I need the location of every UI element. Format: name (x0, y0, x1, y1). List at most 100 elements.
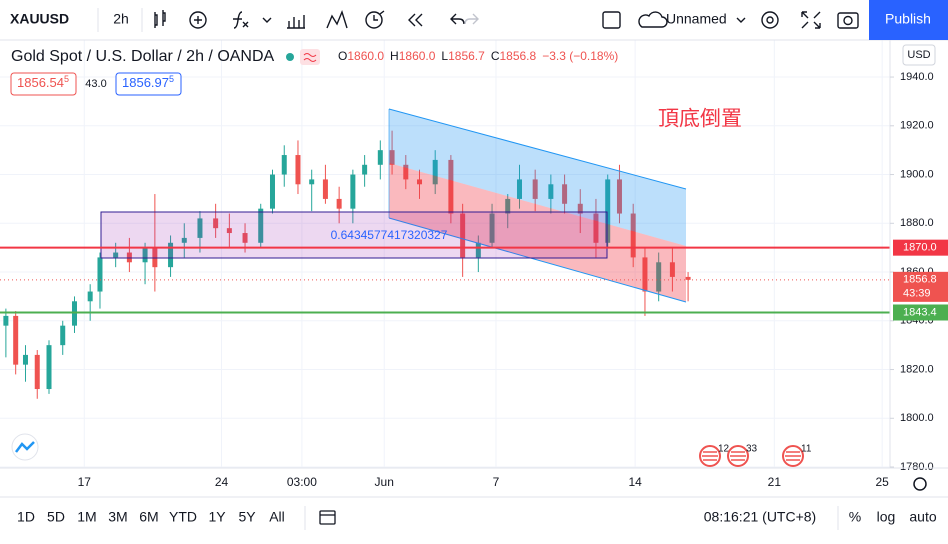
ohlc-key: L (441, 49, 448, 63)
channel-upper-fill (389, 109, 686, 246)
dropdown[interactable] (262, 17, 272, 23)
range-button[interactable]: All (269, 509, 285, 525)
status-wave (303, 53, 317, 62)
event-flag[interactable] (730, 451, 746, 461)
snapshot-icon[interactable] (837, 12, 859, 29)
range-button[interactable]: 5D (47, 509, 65, 525)
candle-body (113, 252, 119, 258)
candle-body (181, 237, 187, 243)
range-button[interactable]: 3M (108, 509, 127, 525)
publish-label[interactable]: Publish (885, 11, 931, 27)
x-tick-label: 03:00 (287, 475, 317, 489)
spread: 43.0 (85, 78, 106, 90)
replay-icon[interactable] (408, 13, 423, 27)
symbol[interactable]: XAUUSD (10, 11, 69, 27)
compare-icon[interactable] (287, 15, 305, 29)
templates-icon[interactable] (326, 9, 348, 29)
event-count[interactable]: 12 (718, 444, 730, 455)
indicator-icon[interactable] (189, 11, 207, 29)
publish-button[interactable] (869, 0, 948, 40)
event-count[interactable]: 11 (801, 444, 812, 455)
bid-pip[interactable]: 5 (64, 74, 69, 84)
x-tick-label: 21 (768, 475, 782, 489)
clock: 08:16:21 (UTC+8) (704, 509, 816, 525)
range-button[interactable]: YTD (169, 509, 197, 525)
settings-icon[interactable] (913, 477, 927, 491)
candle-body (630, 213, 636, 258)
y-tick-label: 1920.0 (900, 120, 934, 132)
candle-body (322, 179, 328, 199)
layout-name[interactable]: Unnamed (666, 11, 727, 27)
candle-body (142, 247, 148, 263)
candles-icon[interactable] (154, 10, 166, 28)
goto-date-icon[interactable] (319, 510, 336, 525)
event-flag[interactable] (785, 451, 801, 461)
fx-icon[interactable] (233, 11, 249, 29)
events: 12 33 11 (699, 444, 812, 467)
bid-box[interactable] (10, 72, 77, 96)
range-button[interactable]: 1Y (208, 509, 226, 525)
ohlc-value: 1856.8 (499, 49, 536, 63)
x-tick-label: 25 (875, 475, 889, 489)
settings-center[interactable] (766, 16, 774, 24)
x-tick-label: 17 (78, 475, 92, 489)
alert-hands[interactable] (373, 10, 385, 21)
lens[interactable] (843, 15, 853, 26)
ask[interactable]: 1856.975 (122, 74, 174, 90)
logo (11, 433, 39, 461)
fullscreen-icon[interactable] (801, 11, 821, 29)
candle-body (605, 179, 611, 243)
dropdown[interactable] (736, 17, 746, 23)
countdown: 43:39 (903, 288, 931, 300)
x-tick-label: 7 (493, 475, 500, 489)
candle-body (685, 276, 691, 280)
candle-body (403, 164, 409, 180)
currency[interactable]: USD (907, 49, 930, 61)
layout-icon[interactable] (602, 11, 621, 29)
ohlc: O1860.0 H1860.0 L1856.7 C1856.8 −3.3 (−0.18%… (338, 49, 618, 63)
redo-icon[interactable] (464, 13, 479, 25)
calendar[interactable] (319, 510, 336, 525)
range-button[interactable]: 5Y (238, 509, 256, 525)
undo-icon[interactable] (450, 13, 465, 25)
log-toggle[interactable]: log (877, 509, 896, 525)
y-tick-label: 1880.0 (900, 217, 934, 229)
bid[interactable]: 1856.545 (17, 74, 69, 90)
logo-mark (15, 441, 35, 453)
candle-body (309, 179, 315, 185)
cloud-icon[interactable] (638, 11, 668, 28)
candle-body (269, 174, 275, 209)
x-tick-label: Jun (375, 475, 394, 489)
bid-price[interactable]: 1856.54 (17, 75, 64, 90)
auto-toggle[interactable]: auto (909, 509, 936, 525)
event-count[interactable]: 33 (746, 444, 758, 455)
ohlc-change: −3.3 (−0.18%) (542, 49, 618, 63)
currency-box[interactable] (902, 44, 936, 66)
candle-body (97, 257, 103, 292)
candle-body (13, 315, 19, 365)
plus[interactable] (194, 16, 202, 24)
ask-box[interactable] (115, 72, 182, 96)
candle-body (432, 159, 438, 185)
range-button[interactable]: 1M (77, 509, 96, 525)
percent-toggle[interactable]: % (849, 509, 861, 525)
levels (0, 246, 890, 314)
range-buttons: 1D 5D 1M 3M 6M YTD 1Y 5Y All (17, 509, 285, 525)
gear[interactable] (913, 477, 927, 491)
candle-body (642, 257, 648, 292)
settings-icon[interactable] (761, 11, 779, 29)
ask-price[interactable]: 1856.97 (122, 75, 169, 90)
toolbar-icons[interactable] (154, 9, 859, 29)
candle-body (168, 242, 174, 268)
range-button[interactable]: 1D (17, 509, 35, 525)
ask-pip[interactable]: 5 (169, 74, 174, 84)
range-box (100, 211, 608, 259)
alert-icon[interactable] (365, 11, 383, 29)
event-flag[interactable] (702, 451, 718, 461)
y-tick-label: 1800.0 (900, 412, 934, 424)
candle-body (389, 150, 395, 165)
interval[interactable]: 2h (113, 11, 129, 27)
range-button[interactable]: 6M (139, 509, 158, 525)
ohlc-key: C (491, 49, 500, 63)
